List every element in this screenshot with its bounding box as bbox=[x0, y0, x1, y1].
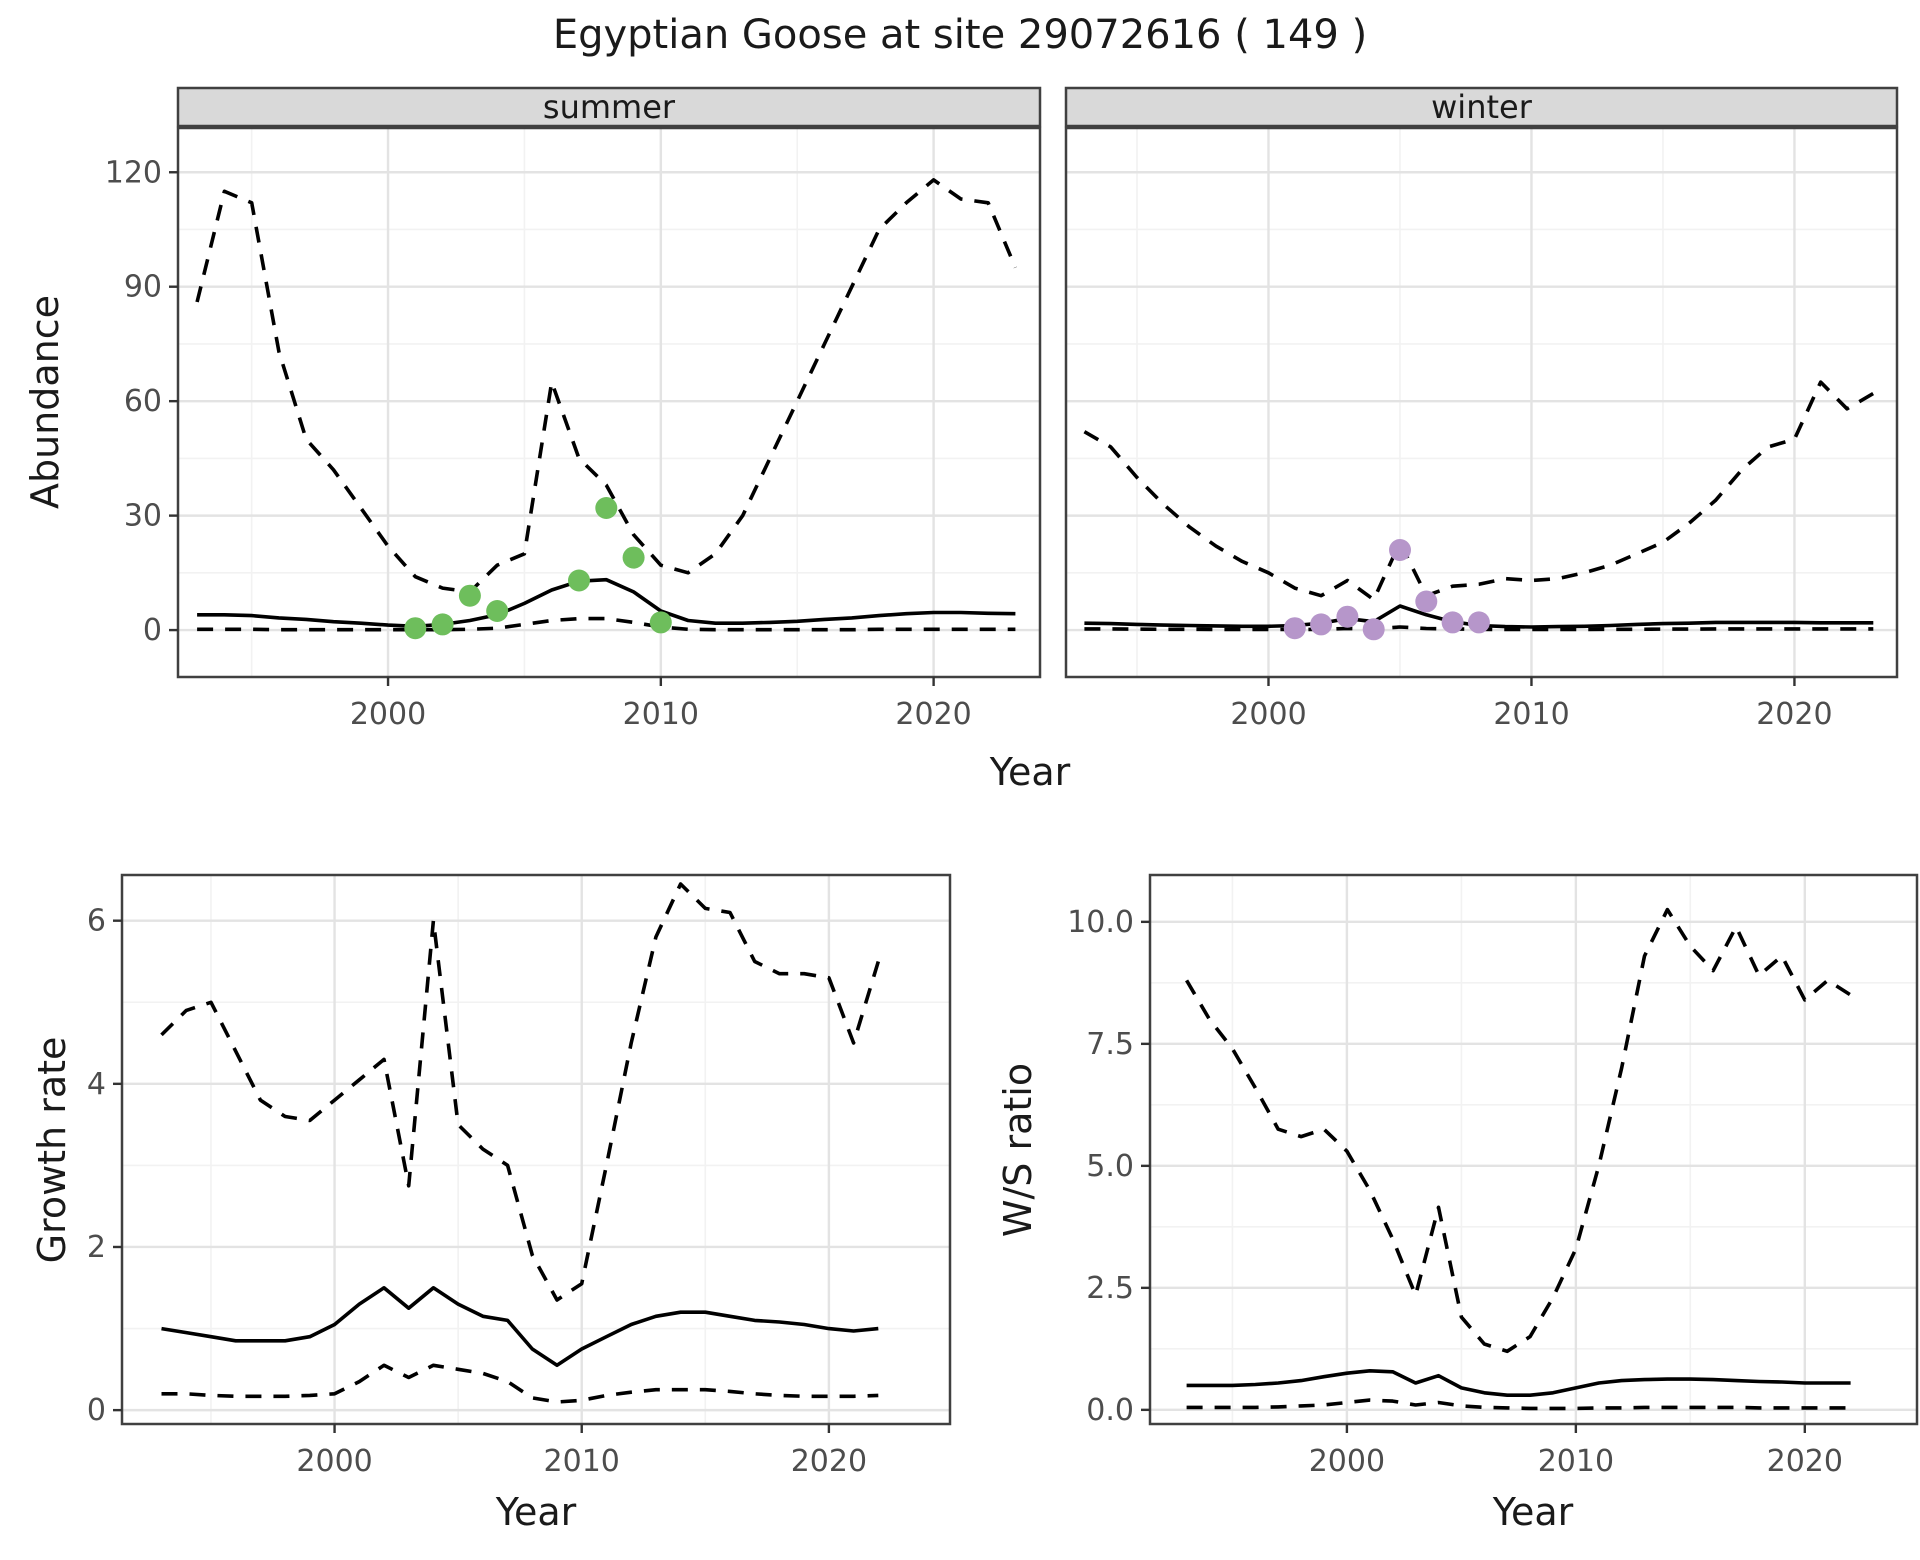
series-mean-ws_ratio bbox=[1186, 1369, 1851, 1397]
panel-border bbox=[1148, 873, 1919, 1426]
panel-growth_rate: 2000 2010 2020 0 2 4 6 bbox=[87, 873, 952, 1479]
panel-border bbox=[1064, 126, 1899, 679]
y-tick-label: 120 bbox=[105, 155, 162, 190]
x-tick-label: 2000 bbox=[1309, 1444, 1385, 1479]
facet-strip-label-summer: summer bbox=[542, 88, 676, 126]
x-axis-title-year-ws: Year bbox=[1492, 1490, 1574, 1534]
data-point-abundance_summer bbox=[431, 613, 454, 636]
y-axis-title-growth-rate: Growth rate bbox=[30, 1036, 74, 1264]
plot-title: Egyptian Goose at site 29072616 ( 149 ) bbox=[552, 12, 1368, 58]
y-tick-label: 30 bbox=[124, 499, 162, 534]
series-lower_ci-growth_rate bbox=[161, 1363, 879, 1404]
y-tick-label: 90 bbox=[124, 270, 162, 305]
data-point-abundance_winter bbox=[1283, 617, 1306, 640]
x-tick-label: 2020 bbox=[1767, 1444, 1843, 1479]
x-tick-label: 2020 bbox=[895, 697, 971, 732]
x-tick-label: 2010 bbox=[1538, 1444, 1614, 1479]
panel-border bbox=[120, 873, 952, 1426]
x-axis-title-year-top: Year bbox=[989, 750, 1071, 794]
x-tick-label: 2010 bbox=[1493, 697, 1569, 732]
y-axis-title-abundance: Abundance bbox=[23, 294, 67, 510]
facet-strip bbox=[176, 86, 1042, 128]
data-point-abundance_summer bbox=[649, 611, 672, 634]
data-point-abundance_summer bbox=[458, 584, 481, 607]
data-point-abundance_winter bbox=[1336, 605, 1359, 628]
panel-ws_ratio: 2000 2010 2020 0.0 2.5 5.0 7.5 10.0 bbox=[1067, 873, 1919, 1479]
x-axis-title-year-growth: Year bbox=[495, 1490, 577, 1534]
y-tick-label: 2.5 bbox=[1086, 1271, 1134, 1306]
panel-abundance_winter: 2000 2010 2020 bbox=[1064, 86, 1899, 732]
series-mean-abundance_summer bbox=[197, 577, 1016, 629]
y-tick-label: 0 bbox=[143, 613, 162, 648]
data-point-abundance_summer bbox=[404, 617, 427, 640]
data-point-abundance_winter bbox=[1467, 611, 1490, 634]
data-point-abundance_summer bbox=[622, 546, 645, 569]
panel-abundance_summer: 2000 2010 2020 0 30 60 90 120 bbox=[105, 86, 1042, 732]
x-tick-label: 2020 bbox=[791, 1444, 867, 1479]
y-tick-label: 0.0 bbox=[1086, 1393, 1134, 1428]
y-axis-title-ws-ratio: W/S ratio bbox=[996, 1062, 1040, 1238]
x-tick-label: 2020 bbox=[1756, 697, 1832, 732]
data-point-abundance_winter bbox=[1415, 590, 1438, 613]
y-tick-label: 10.0 bbox=[1067, 905, 1134, 940]
y-tick-label: 2 bbox=[87, 1230, 106, 1265]
data-point-abundance_winter bbox=[1441, 611, 1464, 634]
x-tick-label: 2000 bbox=[1230, 697, 1306, 732]
data-point-abundance_summer bbox=[486, 600, 509, 622]
y-tick-label: 4 bbox=[87, 1067, 106, 1102]
x-tick-label: 2010 bbox=[623, 697, 699, 732]
y-tick-label: 0 bbox=[87, 1393, 106, 1428]
series-upper_ci-growth_rate bbox=[160, 882, 881, 1302]
x-tick-label: 2000 bbox=[350, 697, 426, 732]
series-mean-growth_rate bbox=[161, 1286, 879, 1368]
y-tick-label: 5.0 bbox=[1086, 1149, 1134, 1184]
data-point-abundance_winter bbox=[1389, 539, 1411, 561]
facet-strip-label-winter: winter bbox=[1431, 88, 1532, 126]
data-point-abundance_summer bbox=[595, 497, 618, 519]
y-tick-label: 60 bbox=[124, 384, 162, 419]
x-tick-label: 2010 bbox=[544, 1444, 620, 1479]
series-lower_ci-abundance_summer bbox=[197, 616, 1016, 632]
y-tick-label: 7.5 bbox=[1086, 1027, 1134, 1062]
data-point-abundance_winter bbox=[1310, 613, 1333, 636]
y-tick-label: 6 bbox=[87, 904, 106, 939]
series-upper_ci-abundance_summer bbox=[195, 178, 1018, 594]
facet-strip bbox=[1064, 86, 1899, 128]
x-tick-label: 2000 bbox=[296, 1444, 372, 1479]
panel-border bbox=[176, 126, 1042, 679]
series-upper_ci-abundance_winter bbox=[1083, 380, 1875, 602]
data-point-abundance_summer bbox=[568, 569, 590, 592]
series-upper_ci-ws_ratio bbox=[1185, 907, 1852, 1354]
data-point-abundance_winter bbox=[1362, 618, 1385, 641]
